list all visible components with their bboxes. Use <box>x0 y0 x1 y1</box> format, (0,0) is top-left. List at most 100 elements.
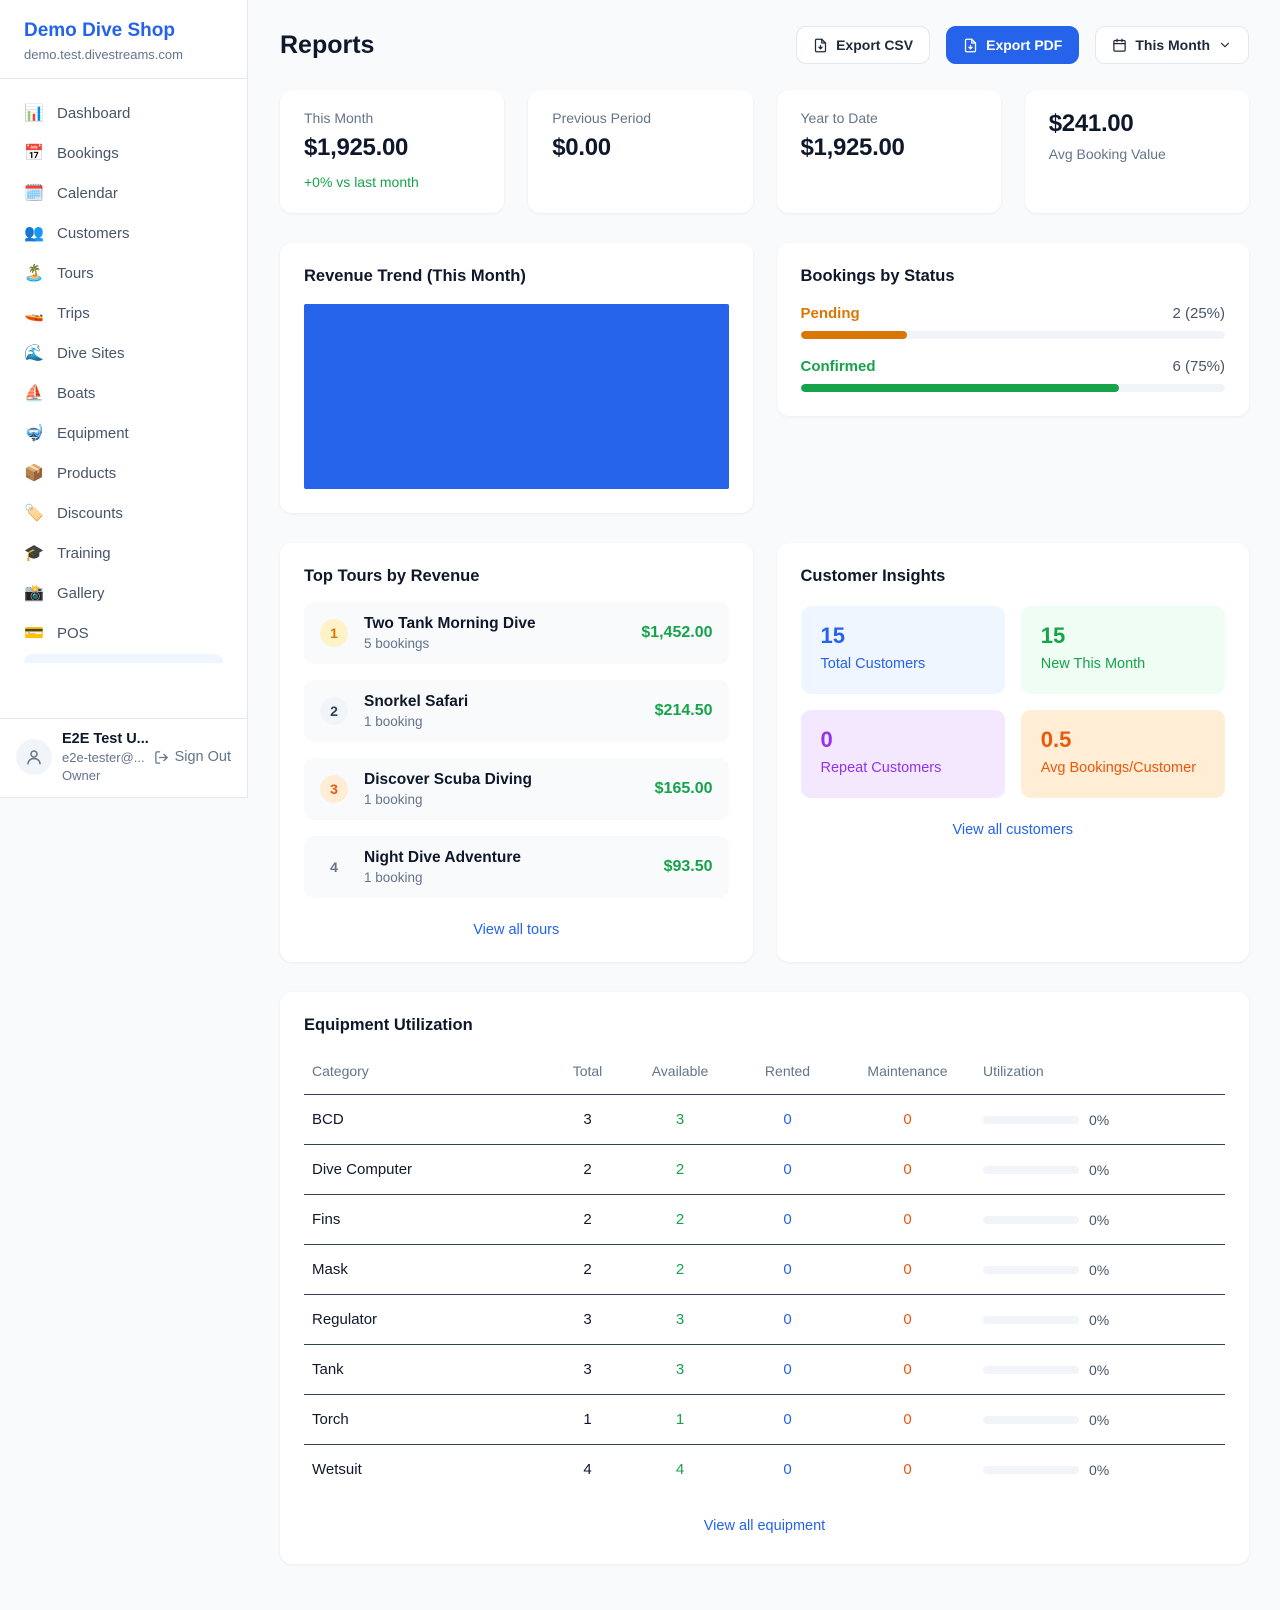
view-all-tours-link[interactable]: View all tours <box>304 922 729 938</box>
insight-value: 15 <box>820 623 845 648</box>
utilization-bar <box>983 1265 1079 1274</box>
insights-row: Top Tours by Revenue 1 Two Tank Morning … <box>280 543 1249 962</box>
sidebar-item-tours[interactable]: 🏝️ Tours <box>12 253 235 293</box>
tag-icon: 🏷️ <box>24 505 44 522</box>
user-info: E2E Test U... e2e-tester@... Sign Out Ow… <box>62 731 231 783</box>
sidebar-item-discounts[interactable]: 🏷️ Discounts <box>12 493 235 533</box>
main-content: Reports Export CSV Export PDF This Month… <box>248 0 1280 1604</box>
cell-maintenance: 0 <box>840 1344 975 1395</box>
tour-row[interactable]: 1 Two Tank Morning Dive 5 bookings $1,45… <box>304 602 729 664</box>
user-role: Owner <box>62 768 101 783</box>
bookings-by-status-card: Bookings by Status Pending 2 (25%) Confi… <box>776 243 1249 416</box>
sidebar-item-customers[interactable]: 👥 Customers <box>12 213 235 253</box>
sidebar-item-products[interactable]: 📦 Products <box>12 453 235 493</box>
customers-icon: 👥 <box>24 225 44 242</box>
sailboat-icon: ⛵ <box>24 385 44 402</box>
cell-rented: 0 <box>735 1144 840 1195</box>
sidebar-item-label: Dashboard <box>57 104 131 122</box>
sidebar-item-label: Training <box>57 544 111 562</box>
sidebar-item-label: Gallery <box>57 584 105 602</box>
tour-row[interactable]: 4 Night Dive Adventure 1 booking $93.50 <box>304 836 729 898</box>
sidebar-item-dashboard[interactable]: 📊 Dashboard <box>12 93 235 133</box>
cell-total: 2 <box>550 1194 625 1245</box>
sidebar-item-label: Equipment <box>57 424 129 442</box>
insight-value: 0 <box>820 727 833 752</box>
cell-rented: 0 <box>783 1461 792 1478</box>
tour-row[interactable]: 3 Discover Scuba Diving 1 booking $165.0… <box>304 758 729 820</box>
insight-label: New This Month <box>1040 656 1146 672</box>
sidebar-item-label: Products <box>57 464 117 482</box>
cell-available: 2 <box>625 1244 735 1295</box>
header-actions: Export CSV Export PDF This Month <box>796 26 1249 64</box>
page-title: Reports <box>280 30 375 59</box>
tour-name: Snorkel Safari <box>364 693 469 710</box>
cell-rented: 0 <box>735 1394 840 1445</box>
rank-badge: 3 <box>320 775 348 803</box>
stat-label: Year to Date <box>800 110 878 126</box>
sidebar-item-boats[interactable]: ⛵ Boats <box>12 373 235 413</box>
tour-revenue: $1,452.00 <box>641 624 713 641</box>
cell-total: 1 <box>550 1394 625 1445</box>
cell-maintenance: 0 <box>903 1461 912 1478</box>
sidebar-item-equipment[interactable]: 🤿 Equipment <box>12 413 235 453</box>
insight-tile-avg-bookings: 0.5 Avg Bookings/Customer <box>1020 710 1225 798</box>
sidebar-item-dive-sites[interactable]: 🌊 Dive Sites <box>12 333 235 373</box>
sidebar-item-pos[interactable]: 💳 POS <box>12 613 235 653</box>
sidebar-item-training[interactable]: 🎓 Training <box>12 533 235 573</box>
period-dropdown[interactable]: This Month <box>1095 26 1249 64</box>
sidebar-header: Demo Dive Shop demo.test.divestreams.com <box>0 0 247 79</box>
sidebar-item-label: Customers <box>57 224 130 242</box>
rank-badge: 2 <box>320 697 348 725</box>
charts-row: Revenue Trend (This Month) Bookings by S… <box>280 243 1249 513</box>
insight-grid: 15 Total Customers 15 New This Month 0 R… <box>800 606 1225 798</box>
stat-delta: +0% vs last month <box>304 174 419 190</box>
cell-utilization: 0% <box>975 1294 1225 1345</box>
utilization-bar <box>983 1115 1079 1124</box>
rank-badge: 1 <box>320 619 348 647</box>
sidebar-item-reports-partial[interactable] <box>24 654 223 663</box>
chevron-down-icon <box>1220 42 1230 48</box>
insight-tile-new-this-month: 15 New This Month <box>1020 606 1225 694</box>
equipment-utilization-card: Equipment Utilization Category Total Ava… <box>280 992 1249 1564</box>
sidebar-item-label: Boats <box>57 384 96 402</box>
bookings-by-status-title: Bookings by Status <box>800 267 955 285</box>
file-download-icon <box>964 38 977 52</box>
cell-maintenance: 0 <box>840 1244 975 1295</box>
sidebar-item-label: Dive Sites <box>57 344 125 362</box>
tour-name: Discover Scuba Diving <box>364 771 532 788</box>
equipment-table: Category Total Available Rented Maintena… <box>304 1051 1225 1494</box>
utilization-bar <box>983 1215 1079 1224</box>
shop-name: Demo Dive Shop <box>24 20 175 41</box>
sidebar-item-bookings[interactable]: 📅 Bookings <box>12 133 235 173</box>
sidebar-item-trips[interactable]: 🚤 Trips <box>12 293 235 333</box>
sign-out-button[interactable]: Sign Out <box>154 749 231 765</box>
sidebar-item-label: Trips <box>57 304 90 322</box>
tour-revenue: $165.00 <box>654 780 713 797</box>
table-header-row: Category Total Available Rented Maintena… <box>304 1051 1225 1095</box>
status-bar-track <box>800 384 1225 392</box>
graduation-cap-icon: 🎓 <box>24 545 44 562</box>
insight-label: Total Customers <box>820 656 926 672</box>
export-pdf-label: Export PDF <box>986 37 1063 53</box>
view-all-customers-link[interactable]: View all customers <box>801 822 1226 838</box>
status-label: Pending <box>800 305 860 322</box>
sidebar-item-gallery[interactable]: 📸 Gallery <box>12 573 235 613</box>
insight-tile-repeat-customers: 0 Repeat Customers <box>800 710 1005 798</box>
sidebar-item-label: Tours <box>57 264 94 282</box>
utilization-bar <box>983 1315 1079 1324</box>
cell-total: 4 <box>583 1461 592 1478</box>
stat-label: Previous Period <box>552 110 652 126</box>
export-csv-button[interactable]: Export CSV <box>796 26 931 64</box>
export-pdf-button[interactable]: Export PDF <box>946 26 1080 64</box>
sidebar-item-calendar[interactable]: 🗓️ Calendar <box>12 173 235 213</box>
sidebar: Demo Dive Shop demo.test.divestreams.com… <box>0 0 248 798</box>
tour-revenue: $214.50 <box>654 702 713 719</box>
utilization-bar <box>983 1415 1079 1424</box>
cell-total: 2 <box>550 1244 625 1295</box>
view-all-equipment-link[interactable]: View all equipment <box>304 1518 1225 1534</box>
cell-available: 2 <box>625 1194 735 1245</box>
col-header-utilization: Utilization <box>975 1051 1225 1095</box>
period-selected-value: This Month <box>1135 37 1210 53</box>
speedboat-icon: 🚤 <box>24 305 44 322</box>
tour-row[interactable]: 2 Snorkel Safari 1 booking $214.50 <box>304 680 729 742</box>
